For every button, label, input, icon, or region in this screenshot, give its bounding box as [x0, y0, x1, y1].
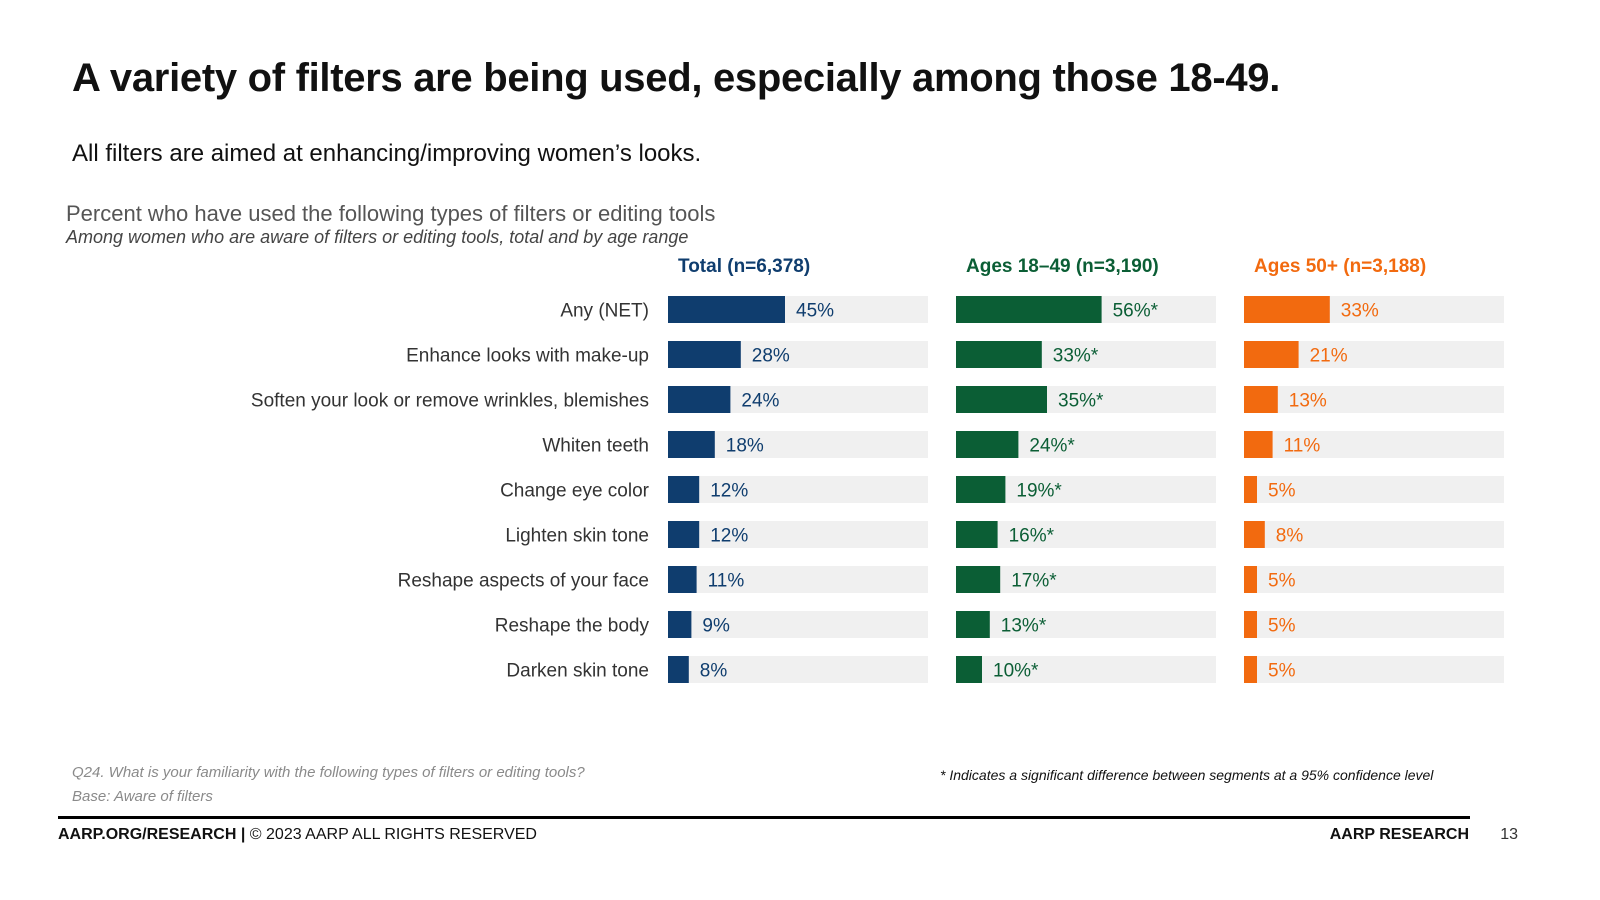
- footer-brand: AARP RESEARCH: [1329, 826, 1469, 843]
- bar: [1244, 341, 1299, 368]
- footer-left: AARP.ORG/RESEARCH | © 2023 AARP ALL RIGH…: [58, 826, 537, 844]
- series-header: Total (n=6,378): [678, 256, 810, 277]
- chart-title: Percent who have used the following type…: [66, 201, 716, 226]
- bar-track: [668, 611, 928, 638]
- bar-track: [1244, 431, 1504, 458]
- bar: [668, 431, 715, 458]
- bar: [1244, 566, 1257, 593]
- data-label: 19%*: [1016, 481, 1062, 502]
- bar: [956, 296, 1102, 323]
- bar-track: [1244, 386, 1504, 413]
- bar-track: [1244, 611, 1504, 638]
- page-number: 13: [1500, 826, 1518, 843]
- data-label: 13%: [1289, 391, 1327, 412]
- footer-divider: [58, 816, 1470, 819]
- data-label: 8%: [700, 661, 728, 682]
- data-label: 18%: [726, 436, 764, 457]
- bar: [956, 566, 1001, 593]
- bar: [668, 386, 731, 413]
- footnote-base: Base: Aware of filters: [72, 788, 213, 805]
- bar: [668, 611, 692, 638]
- bar: [668, 296, 785, 323]
- bar: [956, 341, 1042, 368]
- bar: [1244, 296, 1330, 323]
- category-label: Change eye color: [500, 481, 650, 502]
- bar: [956, 431, 1019, 458]
- bar: [956, 476, 1006, 503]
- footer-copyright: © 2023 AARP ALL RIGHTS RESERVED: [249, 826, 537, 843]
- data-label: 5%: [1268, 571, 1296, 592]
- data-label: 11%: [708, 571, 745, 592]
- bar-track: [668, 476, 928, 503]
- category-label: Reshape the body: [495, 616, 650, 637]
- bar-track: [668, 656, 928, 683]
- data-label: 12%: [710, 526, 748, 547]
- data-label: 28%: [752, 346, 790, 367]
- bar-track: [956, 611, 1216, 638]
- bar: [1244, 476, 1257, 503]
- data-label: 56%*: [1113, 301, 1159, 322]
- data-label: 12%: [710, 481, 748, 502]
- bar: [668, 566, 697, 593]
- bar: [668, 521, 700, 548]
- bar-track: [668, 521, 928, 548]
- bar: [1244, 656, 1257, 683]
- footer-separator: |: [236, 826, 250, 843]
- footer-site-link[interactable]: AARP.ORG/RESEARCH: [58, 826, 237, 843]
- bar-track: [668, 566, 928, 593]
- category-label: Soften your look or remove wrinkles, ble…: [251, 391, 649, 412]
- data-label: 10%*: [993, 661, 1039, 682]
- category-label: Enhance looks with make-up: [406, 346, 649, 367]
- footnote-question: Q24. What is your familiarity with the f…: [72, 764, 585, 781]
- data-label: 5%: [1268, 481, 1296, 502]
- bar: [1244, 386, 1278, 413]
- data-label: 35%*: [1058, 391, 1104, 412]
- data-label: 8%: [1276, 526, 1304, 547]
- data-label: 24%: [741, 391, 779, 412]
- series-header: Ages 50+ (n=3,188): [1254, 256, 1426, 277]
- data-label: 9%: [702, 616, 730, 637]
- category-label: Any (NET): [560, 301, 649, 322]
- bar: [956, 386, 1047, 413]
- data-label: 45%: [796, 301, 834, 322]
- slide-title: A variety of filters are being used, esp…: [72, 56, 1281, 100]
- bar: [668, 656, 689, 683]
- bar-track: [1244, 521, 1504, 548]
- slide-subtitle: All filters are aimed at enhancing/impro…: [72, 140, 702, 167]
- data-label: 17%*: [1011, 571, 1057, 592]
- bar-track: [1244, 656, 1504, 683]
- data-label: 13%*: [1001, 616, 1047, 637]
- bar-track: [956, 521, 1216, 548]
- chart-subtitle: Among women who are aware of filters or …: [66, 227, 689, 247]
- bar-track: [1244, 476, 1504, 503]
- bar-chart: Any (NET) Enhance looks with make-up Softe…: [251, 256, 1504, 683]
- data-label: 16%*: [1009, 526, 1055, 547]
- data-label: 11%: [1284, 436, 1321, 457]
- bar: [668, 341, 741, 368]
- bar-track: [1244, 566, 1504, 593]
- category-label: Reshape aspects of your face: [398, 571, 649, 592]
- bar: [956, 656, 982, 683]
- significance-note: * Indicates a significant difference bet…: [940, 767, 1434, 783]
- bar: [956, 611, 990, 638]
- data-label: 5%: [1268, 661, 1296, 682]
- bar: [1244, 521, 1265, 548]
- bar: [1244, 431, 1273, 458]
- data-label: 33%*: [1053, 346, 1099, 367]
- bar-track: [956, 656, 1216, 683]
- data-label: 24%*: [1029, 436, 1075, 457]
- bar: [668, 476, 700, 503]
- series-header: Ages 18–49 (n=3,190): [966, 256, 1159, 277]
- data-label: 21%: [1310, 346, 1348, 367]
- category-label: Whiten teeth: [542, 436, 649, 457]
- data-label: 33%: [1341, 301, 1379, 322]
- category-label: Darken skin tone: [506, 661, 649, 682]
- data-label: 5%: [1268, 616, 1296, 637]
- bar: [956, 521, 998, 548]
- bar: [1244, 611, 1257, 638]
- category-label: Lighten skin tone: [505, 526, 649, 547]
